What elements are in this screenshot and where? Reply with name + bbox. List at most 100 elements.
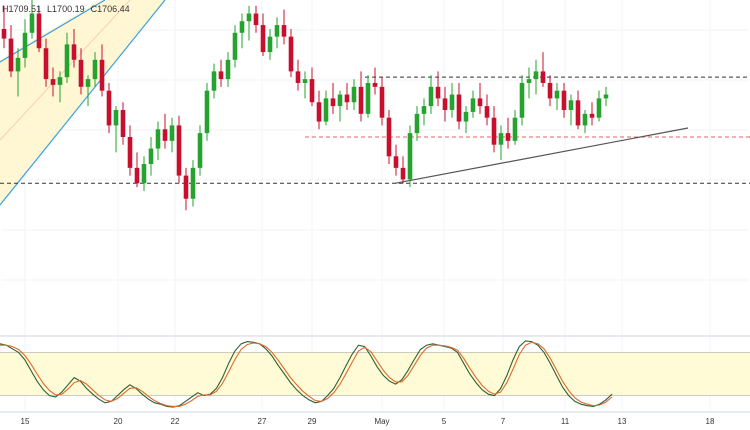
x-tick-label: 22 xyxy=(171,417,180,426)
candle-body xyxy=(267,36,273,53)
candle-body xyxy=(337,94,343,107)
candle-body xyxy=(92,59,98,80)
candle-body xyxy=(589,113,595,118)
ohlc-low: L1700.19 xyxy=(47,4,85,14)
stochastic-band xyxy=(0,352,750,396)
candle-body xyxy=(36,13,42,49)
candle-body xyxy=(330,98,336,107)
horizontal-levels xyxy=(0,76,750,184)
candle-body xyxy=(239,21,245,33)
candle-body xyxy=(561,90,567,110)
candle-body xyxy=(99,59,105,91)
candle-body xyxy=(323,98,329,122)
candle-body xyxy=(57,77,63,85)
candle-body xyxy=(211,71,217,91)
candle-body xyxy=(582,113,588,126)
candle-body xyxy=(169,125,175,141)
candle-body xyxy=(78,59,84,87)
candle-body xyxy=(393,156,399,168)
candle-body xyxy=(554,90,560,99)
x-tick-label: May xyxy=(374,417,389,426)
candle-body xyxy=(43,48,49,80)
candle-body xyxy=(232,32,238,60)
candle-body xyxy=(456,94,462,122)
candle-body xyxy=(421,106,427,114)
candle-body xyxy=(8,38,14,72)
candle-body xyxy=(141,164,147,184)
x-tick-label: 27 xyxy=(258,417,267,426)
candle-body xyxy=(50,79,56,85)
x-axis: 15 20 22 27 29 May 5 7 11 13 18 xyxy=(0,411,750,426)
candle-body xyxy=(148,148,154,164)
candle-body xyxy=(344,94,350,103)
candle-body xyxy=(183,175,189,199)
candle-body xyxy=(449,94,455,110)
candle-body xyxy=(477,98,483,107)
candle-body xyxy=(442,98,448,110)
candle-body xyxy=(309,79,315,103)
candlestick-series xyxy=(1,0,609,211)
x-tick-label: 18 xyxy=(706,417,715,426)
candle-body xyxy=(29,13,35,33)
candle-body xyxy=(358,86,364,114)
candle-body xyxy=(246,13,252,22)
candle-body xyxy=(603,94,609,99)
candle-body xyxy=(1,28,7,39)
candle-body xyxy=(568,100,574,110)
price-channel xyxy=(0,0,166,206)
candle-body xyxy=(155,129,161,149)
candle-body xyxy=(253,13,259,26)
candle-body xyxy=(120,109,126,137)
channel-lower-line xyxy=(0,0,166,206)
candle-body xyxy=(533,71,539,80)
candle-body xyxy=(162,129,168,141)
candle-body xyxy=(274,25,280,37)
candle-body xyxy=(512,117,518,141)
candle-body xyxy=(197,133,203,168)
candle-body xyxy=(351,86,357,103)
candle-body xyxy=(204,90,210,134)
candle-body xyxy=(526,79,532,83)
candle-body xyxy=(505,133,511,141)
ohlc-close: C1706.44 xyxy=(90,4,130,14)
candle-body xyxy=(414,113,420,134)
candle-body xyxy=(218,71,224,80)
candle-body xyxy=(15,57,21,72)
candle-body xyxy=(491,117,497,145)
x-tick-label: 15 xyxy=(21,417,30,426)
x-tick-label: 7 xyxy=(501,417,506,426)
candle-body xyxy=(575,100,581,126)
candle-body xyxy=(64,44,70,78)
x-tick-label: 20 xyxy=(114,417,123,426)
candle-body xyxy=(540,71,546,83)
candle-body xyxy=(113,109,119,126)
candle-body xyxy=(372,82,378,87)
candle-body xyxy=(484,106,490,118)
candle-body xyxy=(463,111,469,122)
candle-body xyxy=(22,32,28,58)
stochastic-d-line xyxy=(0,341,613,407)
candle-body xyxy=(190,167,196,199)
candle-body xyxy=(519,82,525,118)
x-tick-label: 13 xyxy=(618,417,627,426)
candle-body xyxy=(176,125,182,176)
x-tick-label: 29 xyxy=(308,417,317,426)
candle-body xyxy=(71,44,77,60)
ohlc-high: H1709.51 xyxy=(2,4,42,14)
candle-body xyxy=(85,79,91,87)
x-tick-label: 11 xyxy=(561,417,570,426)
candle-body xyxy=(106,90,112,126)
candle-body xyxy=(435,86,441,99)
candle-body xyxy=(428,86,434,107)
candle-body xyxy=(407,133,413,180)
candle-body xyxy=(386,117,392,157)
candle-body xyxy=(281,25,287,37)
x-tick-label: 5 xyxy=(442,417,447,426)
candle-body xyxy=(260,25,266,53)
candle-body xyxy=(470,98,476,112)
candle-body xyxy=(498,133,504,145)
candle-body xyxy=(379,86,385,118)
candle-body xyxy=(127,136,133,168)
stochastic-k-line xyxy=(0,340,613,408)
